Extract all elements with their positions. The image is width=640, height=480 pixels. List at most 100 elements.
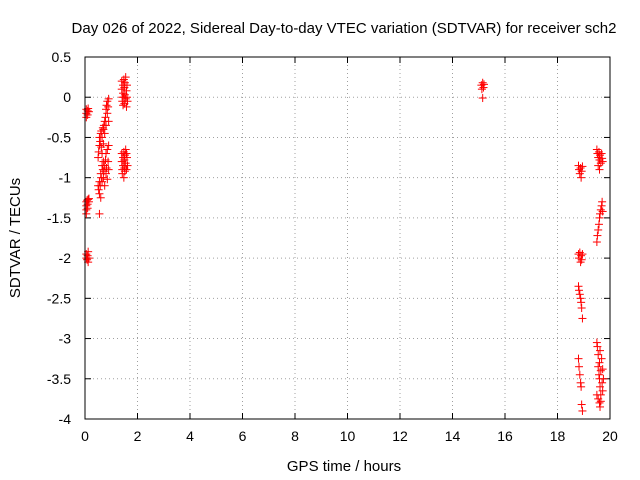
data-point [575, 290, 584, 299]
data-point [478, 78, 487, 87]
data-point [84, 107, 93, 116]
data-point [599, 374, 608, 383]
data-point [592, 338, 601, 347]
data-point [592, 390, 601, 399]
chart-title: Day 026 of 2022, Sidereal Day-to-day VTE… [72, 20, 617, 37]
y-tick-label: -1.5 [47, 210, 71, 226]
x-axis-label: GPS time / hours [287, 458, 401, 475]
data-point [596, 366, 605, 375]
data-point [593, 231, 602, 240]
data-point [578, 406, 587, 415]
plot-frame [84, 56, 611, 420]
data-point [121, 145, 130, 154]
x-tick-label: 14 [445, 428, 461, 444]
x-tick-label: 18 [550, 428, 566, 444]
data-point [479, 83, 488, 92]
data-point [122, 86, 131, 95]
data-point [101, 113, 110, 122]
data-point [99, 139, 108, 148]
data-point [594, 370, 603, 379]
data-point [594, 220, 603, 229]
y-axis-label: SDTVAR / TECUs [7, 178, 24, 298]
data-point [98, 177, 107, 186]
x-tick-label: 10 [340, 428, 356, 444]
data-point [123, 93, 131, 102]
data-point [578, 162, 587, 171]
data-point [104, 117, 113, 126]
data-point [103, 145, 112, 154]
data-point [594, 350, 603, 359]
data-point [595, 213, 604, 222]
x-tick-label: 0 [81, 428, 89, 444]
data-point [103, 109, 112, 118]
data-point [594, 362, 603, 371]
data-point [595, 358, 604, 367]
y-tick-label: -3 [59, 331, 72, 347]
data-point [578, 314, 587, 323]
data-point [98, 133, 107, 142]
data-point [102, 149, 110, 158]
data-point [598, 386, 607, 395]
data-point [577, 173, 586, 182]
data-point [598, 197, 607, 206]
data-point [596, 151, 605, 160]
data-point [102, 164, 111, 173]
data-point [97, 143, 106, 152]
data-point [104, 102, 113, 111]
y-tick-label: -0.5 [47, 129, 71, 145]
data-point [94, 153, 103, 162]
data-points [82, 73, 608, 415]
data-point [480, 80, 488, 89]
data-point [123, 153, 131, 162]
data-point [95, 141, 104, 150]
data-point [593, 342, 602, 351]
data-point [597, 354, 606, 363]
y-tick-label: -3.5 [47, 371, 71, 387]
data-point [123, 97, 132, 106]
data-point [82, 209, 91, 218]
data-point [477, 85, 486, 94]
data-point [578, 250, 587, 259]
data-point [577, 255, 586, 264]
data-point [104, 94, 113, 103]
axis-ticks: 0 2 4 6 8 10 12 14 16 18 20 0.5 0 -0.5 -1 -1.5 -2 -2.5 -3 -… [47, 49, 618, 444]
data-point [95, 189, 104, 198]
data-point [103, 175, 112, 184]
x-tick-label: 2 [134, 428, 142, 444]
data-point [122, 149, 131, 158]
data-point [595, 165, 604, 174]
data-point [576, 294, 585, 303]
x-tick-label: 12 [392, 428, 408, 444]
data-point [120, 167, 129, 176]
data-point [598, 207, 607, 216]
data-point [575, 286, 584, 295]
grid-lines [85, 57, 610, 419]
x-tick-label: 4 [186, 428, 194, 444]
data-point [597, 149, 606, 158]
data-point [594, 225, 603, 234]
data-point [102, 101, 111, 110]
data-point [598, 154, 607, 163]
data-point [596, 159, 605, 168]
data-point [121, 73, 130, 82]
data-point [598, 365, 607, 374]
data-point [96, 193, 105, 202]
data-point [574, 282, 583, 291]
data-point [94, 185, 103, 194]
data-point [577, 167, 586, 176]
data-point [99, 173, 108, 182]
data-point [577, 303, 586, 312]
data-point [123, 81, 131, 90]
data-point [577, 382, 586, 391]
data-point [575, 370, 584, 379]
data-point [122, 165, 131, 174]
data-point [84, 254, 93, 263]
data-point [84, 194, 93, 203]
data-point [83, 196, 92, 205]
data-point [100, 181, 109, 190]
data-point [598, 378, 607, 387]
x-tick-label: 16 [497, 428, 513, 444]
y-tick-label: -1 [59, 170, 72, 186]
y-tick-label: -2 [59, 250, 72, 266]
